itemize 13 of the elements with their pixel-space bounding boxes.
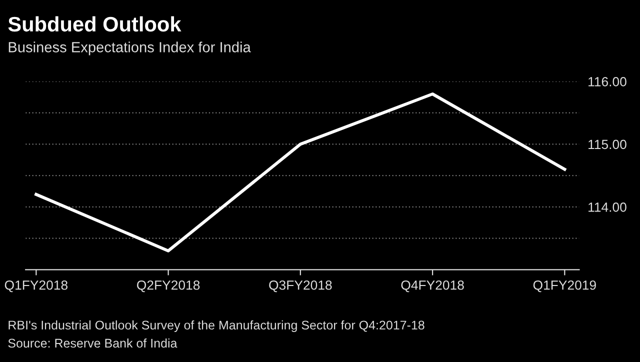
y-tick-label: 116.00 — [588, 77, 626, 86]
text: RBI's Industrial Outlook Survey of the Manufacturing Sector for Q4:2017-18 — [8, 320, 424, 332]
x-tick-label: Q1FY2019 — [533, 280, 596, 292]
x-tick-label: Q3FY2018 — [269, 280, 332, 292]
chart-subtitle: Business Expectations Index for India — [8, 42, 251, 56]
x-tick-label: Q1FY2018 — [4, 280, 68, 292]
chart-title: Subdued Outlook — [8, 16, 182, 32]
y-tick-label: 114.00 — [588, 202, 626, 212]
source-note: Source: Reserve Bank of India — [8, 338, 178, 348]
x-tick-label: Q4FY2018 — [401, 280, 464, 292]
line-series — [34, 92, 566, 252]
y-tick-label: 115.00 — [588, 140, 626, 150]
x-tick-label: Q2FY2018 — [137, 280, 200, 292]
